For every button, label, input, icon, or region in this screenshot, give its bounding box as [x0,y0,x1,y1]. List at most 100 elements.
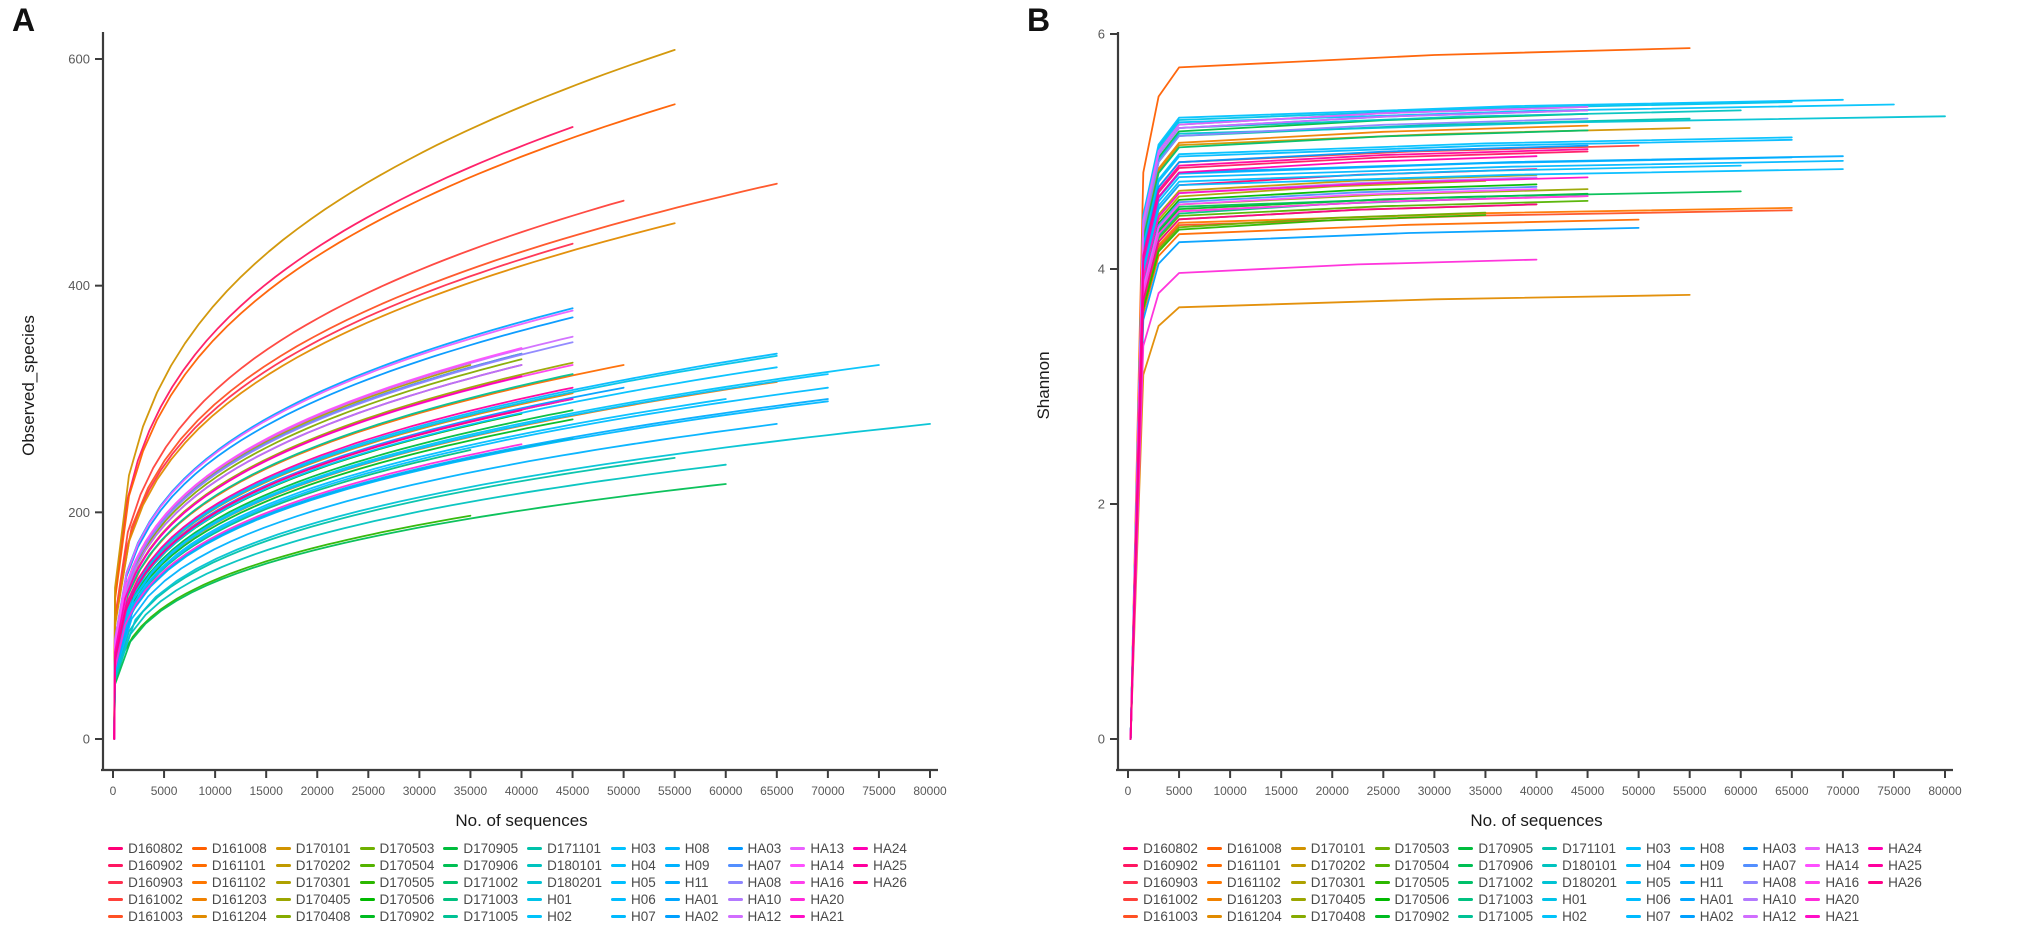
legend-label: D171101 [1562,841,1616,856]
legend-label: D170505 [1394,875,1450,890]
x-tick-label: 0 [110,784,117,798]
legend-label: HA20 [1825,892,1860,907]
sample-curve-D170505 [113,514,472,740]
legend-swatch [1290,898,1306,901]
legend-item: D180201 [527,874,602,891]
x-tick-label: 80000 [1928,784,1962,798]
x-tick-label: 45000 [1571,784,1605,798]
legend-label: D170905 [1478,841,1534,856]
legend-item: H07 [610,908,656,925]
legend-label: H05 [630,875,656,890]
legend-swatch [790,898,806,901]
legend-swatch [1290,847,1306,850]
y-tick-label: 0 [1098,732,1105,747]
legend-swatch [790,881,806,884]
legend-label: HA24 [873,841,907,856]
legend-item: HA26 [853,874,907,891]
legend-swatch [1290,881,1306,884]
legend-swatch [108,915,124,918]
legend-swatch [1542,847,1558,850]
sample-curve-H05 [1129,164,1742,740]
legend-swatch [443,864,459,867]
legend-swatch [527,847,543,850]
legend-item: HA03 [1742,840,1796,857]
legend-label: H06 [1645,892,1671,907]
legend-label: D160902 [128,858,183,873]
y-tick-label: 400 [68,278,90,293]
sample-curve-D171005 [113,373,574,740]
legend-label: HA25 [873,858,907,873]
legend-swatch [1805,915,1821,918]
legend-item: D170506 [359,891,435,908]
sample-curve-D170505 [1129,214,1487,740]
x-tick-label: 15000 [250,784,284,798]
legend-item: D170405 [275,891,351,908]
panel-shannon: B 0 5000 10000 15000 20000 25000 30000 35000 400… [1015,0,2030,946]
legend-label: D161101 [1226,858,1281,873]
legend-label: D170506 [379,892,435,907]
x-tick-label: 45000 [556,784,590,798]
legend-item: D170504 [1374,857,1450,874]
legend-item: D161203 [1206,891,1282,908]
x-tick-label: 20000 [301,784,335,798]
legend-swatch [790,847,806,850]
legend-item: D161101 [1206,857,1282,874]
legend-item: HA16 [1805,874,1859,891]
legend-label: D161008 [211,841,267,856]
legend-swatch [1123,864,1139,867]
legend-swatch [1458,864,1474,867]
legend-label: D170408 [1310,909,1366,924]
legend-label: D161003 [128,909,183,924]
legend-label: D170504 [1394,858,1450,873]
legend-label: D170504 [379,858,435,873]
sample-curve-D161003 [113,182,778,740]
legend-label: D171003 [1478,892,1534,907]
legend-item: D171003 [1458,891,1533,908]
legend-item: HA25 [853,857,907,874]
legend-item: HA24 [853,840,907,857]
legend-swatch [191,847,207,850]
sample-curve-D160802 [1129,168,1538,740]
legend-item: HA13 [790,840,844,857]
legend-label: D170905 [463,841,519,856]
legend-swatch [275,881,291,884]
legend-item: D160903 [1123,874,1198,891]
legend-swatch [1458,898,1474,901]
legend-swatch [1206,864,1222,867]
legend-item: HA07 [727,857,781,874]
legend-swatch [1374,915,1390,918]
legend-item: D161204 [191,908,267,925]
legend-swatch [359,915,375,918]
sample-curve-D170906 [1129,190,1742,740]
legend-item: H08 [664,840,719,857]
legend-label: HA16 [810,875,845,890]
legend-item: D170906 [443,857,518,874]
legend-label: D170301 [1310,875,1366,890]
sample-curve-HA24 [1129,155,1538,740]
legend-label: D161204 [1226,909,1282,924]
sample-curve-D161003 [1129,209,1793,740]
legend-label: HA14 [810,858,845,873]
legend-swatch [443,847,459,850]
legend-item: D170301 [1290,874,1366,891]
legend-item: HA24 [1868,840,1922,857]
sample-curve-HA16 [1129,195,1589,740]
legend-swatch [1679,915,1695,918]
legend-swatch [1542,898,1558,901]
legend-item: D171002 [1458,874,1533,891]
legend-item: H11 [1679,874,1734,891]
legend-item: HA02 [664,908,719,925]
x-tick-label: 25000 [352,784,386,798]
x-tick-label: 5000 [151,784,178,798]
legend-item: D160902 [108,857,183,874]
sample-curve-D170902 [113,418,574,740]
legend-swatch [1542,915,1558,918]
legend-item: HA20 [1805,891,1859,908]
legend-label: D161203 [211,892,267,907]
legend-swatch [1742,864,1758,867]
legend-label: H09 [684,858,710,873]
legend-swatch [359,898,375,901]
legend-label: H02 [547,909,572,924]
legend-label: HA10 [747,892,782,907]
legend-label: D160802 [128,841,183,856]
